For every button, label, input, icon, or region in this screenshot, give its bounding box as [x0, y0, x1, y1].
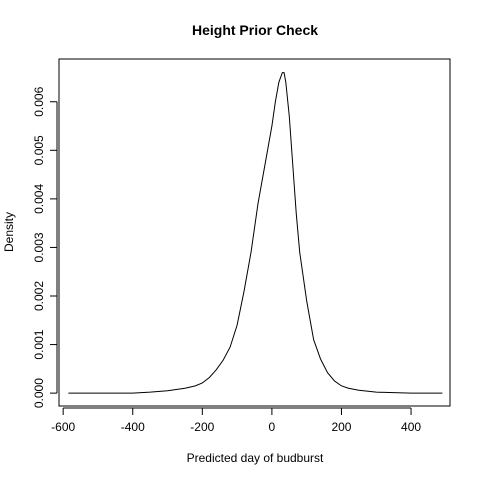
plot-frame — [58, 58, 451, 407]
y-axis: 0.000 0.001 0.002 0.003 0.004 0.005 0.006 — [32, 86, 58, 408]
x-tick-label: 400 — [401, 420, 421, 434]
y-axis-label: Density — [2, 212, 16, 252]
y-tick-label: 0.003 — [32, 232, 46, 262]
y-tick-label: 0.006 — [32, 86, 46, 116]
y-tick-label: 0.001 — [32, 329, 46, 359]
x-tick-label: -400 — [121, 420, 145, 434]
x-tick-label: 0 — [269, 420, 276, 434]
x-axis-label: Predicted day of budburst — [187, 451, 324, 465]
density-line — [68, 72, 443, 394]
y-tick-label: 0.002 — [32, 281, 46, 311]
x-axis: -600 -400 -200 0 200 400 — [51, 407, 421, 434]
y-tick-label: 0.005 — [32, 135, 46, 165]
y-tick-label: 0.000 — [32, 378, 46, 408]
x-tick-label: -600 — [51, 420, 75, 434]
x-tick-label: -200 — [190, 420, 214, 434]
y-tick-label: 0.004 — [32, 184, 46, 214]
chart-title: Height Prior Check — [192, 22, 318, 38]
x-tick-label: 200 — [331, 420, 351, 434]
